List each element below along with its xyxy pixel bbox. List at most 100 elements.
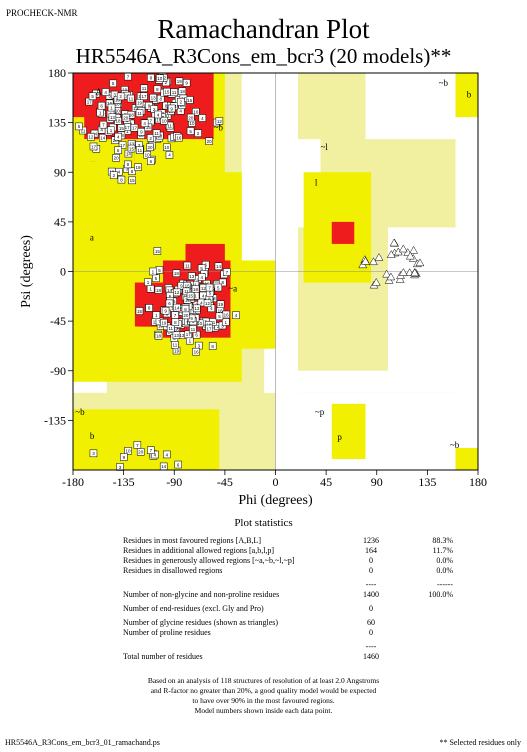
- model-number: 18: [193, 287, 199, 292]
- stats-count: 0: [369, 566, 373, 575]
- residue-point: 16: [192, 108, 200, 116]
- y-tick-label: 90: [54, 165, 66, 179]
- glycine-marker: [398, 244, 408, 253]
- y-tick-label: -45: [50, 314, 66, 328]
- residue-point: 15: [128, 176, 136, 185]
- residue-point: 14: [159, 462, 168, 471]
- residue-point: 17: [130, 124, 139, 132]
- model-number: 15: [164, 90, 170, 95]
- residue-point: 11: [189, 325, 197, 333]
- model-number: 1: [110, 128, 113, 133]
- stats-count: 1236: [363, 536, 379, 545]
- residue-point: 2: [116, 92, 125, 101]
- residue-point: 19: [216, 300, 225, 309]
- residue-point: 9: [137, 128, 146, 136]
- region-label: A: [96, 87, 103, 97]
- residue-point: 15: [135, 307, 144, 315]
- residue-point: 9: [120, 453, 128, 461]
- model-number: 11: [190, 309, 195, 314]
- model-number: 16: [218, 308, 224, 313]
- model-number: 20: [207, 139, 213, 144]
- x-tick-label: 0: [273, 475, 279, 489]
- model-number: 2: [197, 131, 200, 136]
- residue-point: 19: [160, 318, 168, 327]
- model-number: 20: [188, 115, 194, 120]
- residue-point: 18: [191, 285, 200, 293]
- stats-pct: 100.0%: [428, 590, 453, 599]
- model-number: 4: [100, 128, 103, 133]
- residue-marker: [127, 144, 136, 153]
- residue-point: 5: [186, 127, 195, 135]
- residue-point: 6: [147, 157, 155, 165]
- residue-point: 8: [145, 304, 153, 312]
- y-tick-label: 45: [54, 215, 66, 229]
- region-label: ~p: [315, 407, 325, 417]
- residue-marker: [88, 92, 97, 100]
- model-number: 19: [137, 101, 143, 106]
- residue-marker: [172, 331, 181, 339]
- model-number: 12: [217, 119, 223, 124]
- model-number: 5: [209, 291, 212, 296]
- model-number: 16: [193, 110, 199, 115]
- model-number: 8: [156, 87, 159, 92]
- residue-point: 17: [184, 330, 193, 339]
- model-number: 9: [190, 316, 193, 321]
- residue-point: 9: [161, 306, 170, 315]
- model-number: 1: [194, 294, 197, 299]
- residue-marker: [171, 318, 180, 326]
- residue-point: 12: [173, 288, 181, 297]
- model-number: 12: [161, 76, 167, 81]
- region-label: ~b: [439, 78, 449, 88]
- model-number: 14: [126, 151, 132, 156]
- glycine-marker: [374, 253, 384, 261]
- residue-point: 18: [154, 332, 163, 340]
- region-label: b: [467, 89, 472, 99]
- x-tick-label: 180: [469, 475, 487, 489]
- residue-point: 9: [182, 79, 191, 87]
- residue-point: 16: [175, 133, 183, 142]
- model-number: 16: [194, 350, 200, 355]
- footnote: Based on an analysis of 118 structures o…: [0, 676, 527, 716]
- model-number: 8: [159, 96, 162, 101]
- model-number: 8: [165, 103, 168, 108]
- residue-point: 5: [88, 92, 97, 100]
- model-number: 1: [126, 129, 129, 134]
- stats-count: 1460: [363, 652, 379, 661]
- chart-subtitle: HR5546A_R3Cons_em_bcr3 (20 models)**: [75, 44, 452, 68]
- residue-marker: [147, 446, 155, 454]
- model-number: 3: [138, 143, 141, 148]
- residue-point: 5: [75, 122, 83, 131]
- residue-marker: [130, 124, 139, 132]
- residue-point: 5: [215, 312, 224, 321]
- region-label: ~b: [450, 440, 460, 450]
- stats-row: ---- ------: [123, 580, 453, 590]
- residue-point: 2: [194, 129, 202, 137]
- residue-marker: [165, 299, 174, 308]
- additional-allowed-region: [224, 260, 276, 349]
- model-number: 12: [174, 290, 180, 295]
- model-number: 9: [148, 103, 151, 108]
- residue-marker: [156, 74, 164, 82]
- residue-point: 15: [186, 292, 195, 300]
- model-number: 1: [155, 313, 158, 318]
- residue-point: 16: [222, 310, 230, 319]
- residue-point: 1: [107, 103, 116, 112]
- disallowed-region: [365, 73, 456, 140]
- stats-row: Residues in additional allowed regions […: [123, 546, 453, 556]
- model-number: 13: [189, 274, 195, 279]
- model-number: 8: [208, 297, 211, 302]
- model-number: 20: [138, 450, 144, 455]
- model-number: 20: [113, 138, 119, 143]
- model-number: 7: [158, 319, 161, 324]
- residue-marker: [208, 342, 217, 350]
- y-tick-label: 135: [48, 116, 66, 130]
- model-number: 8: [221, 280, 224, 285]
- stats-pct: 11.7%: [432, 546, 453, 555]
- residue-point: 1: [149, 267, 157, 276]
- residue-point: 12: [87, 133, 95, 141]
- residue-marker: [175, 77, 184, 86]
- model-number: 4: [200, 300, 203, 305]
- residue-marker: [186, 292, 195, 300]
- residue-point: 4: [140, 119, 149, 127]
- residue-marker: [177, 98, 185, 106]
